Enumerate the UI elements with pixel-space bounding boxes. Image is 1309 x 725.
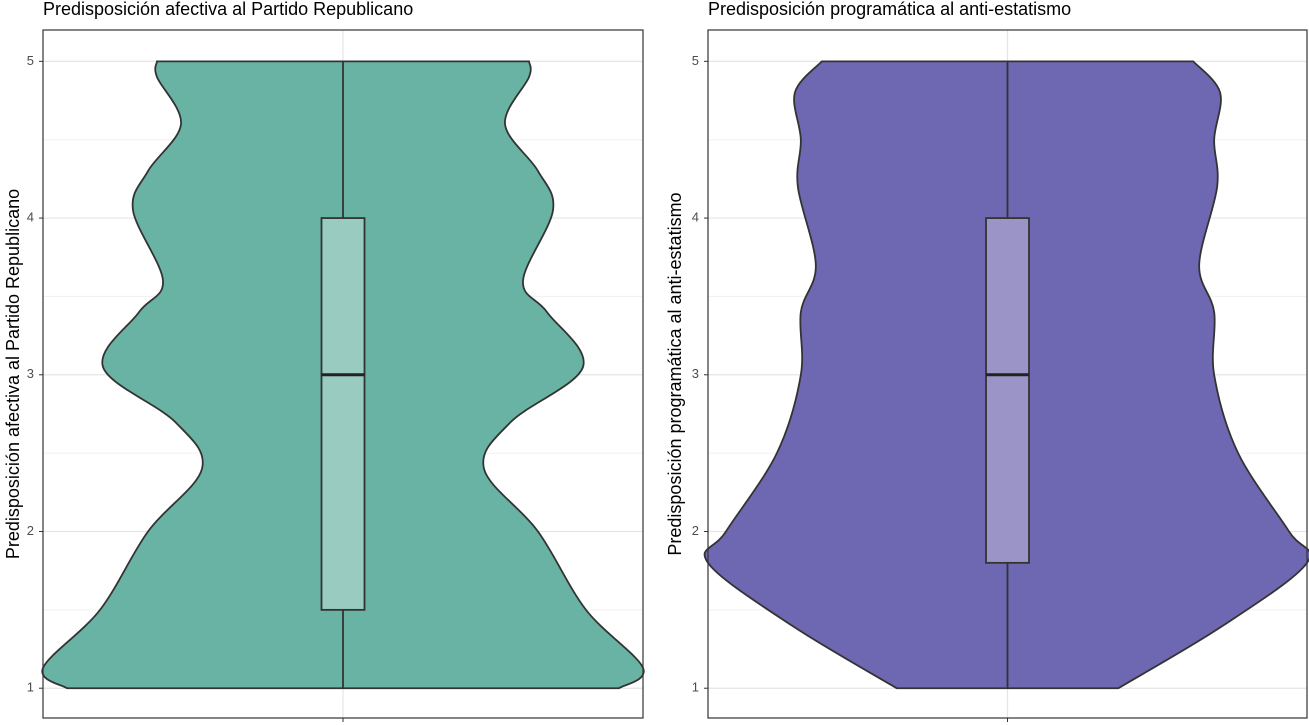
- y-tick-label: 2: [27, 523, 34, 538]
- y-tick-label: 1: [692, 680, 699, 695]
- chart-title: Predisposición afectiva al Partido Repub…: [43, 0, 413, 19]
- box: [320, 217, 366, 611]
- y-axis-title: Predisposición afectiva al Partido Repub…: [3, 189, 23, 559]
- y-axis-title: Predisposición programática al anti-esta…: [665, 192, 685, 555]
- y-tick-label: 4: [692, 210, 699, 225]
- y-tick-label: 3: [27, 366, 34, 381]
- y-tick-label: 5: [692, 53, 699, 68]
- chart-title: Predisposición programática al anti-esta…: [708, 0, 1071, 19]
- y-tick-label: 3: [692, 366, 699, 381]
- y-tick-label: 1: [27, 680, 34, 695]
- y-tick-label: 5: [27, 53, 34, 68]
- box: [985, 217, 1030, 564]
- y-tick-label: 4: [27, 210, 34, 225]
- y-tick-label: 2: [692, 523, 699, 538]
